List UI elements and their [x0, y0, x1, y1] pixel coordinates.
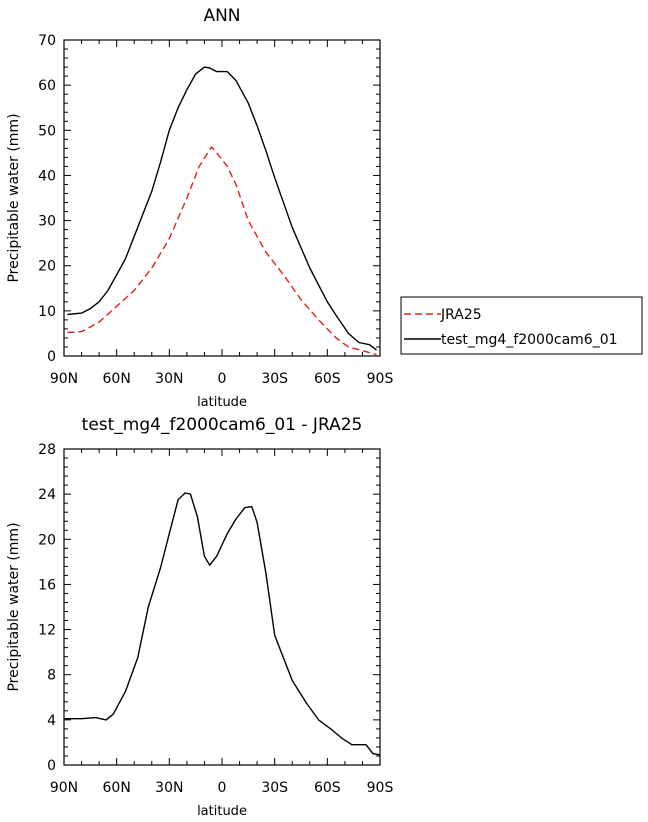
x-tick-label: 60S	[314, 371, 341, 387]
legend-label: test_mg4_f2000cam6_01	[441, 332, 618, 348]
legend-label: JRA25	[440, 307, 482, 323]
x-tick-label: 60S	[314, 780, 341, 796]
x-tick-label: 90N	[50, 780, 78, 796]
x-tick-label: 90S	[367, 780, 394, 796]
x-tick-label: 30S	[261, 780, 288, 796]
y-tick-label: 4	[47, 713, 56, 729]
y-tick-label: 30	[38, 214, 56, 230]
y-tick-label: 20	[38, 259, 56, 275]
series-line-test-mg4-f2000cam6-01	[67, 66, 377, 351]
y-tick-label: 0	[47, 758, 56, 774]
x-tick-label: 90S	[367, 371, 394, 387]
y-tick-label: 10	[38, 304, 56, 320]
y-tick-label: 28	[38, 442, 56, 458]
plot-frame	[63, 448, 381, 766]
y-tick-label: 50	[38, 123, 56, 139]
y-tick-label: 12	[38, 623, 56, 639]
series-line-jra25	[67, 146, 377, 356]
x-axis-label: latitude	[197, 804, 247, 819]
x-tick-label: 60N	[103, 780, 131, 796]
x-tick-label: 30N	[155, 371, 183, 387]
chart-bottom: 0 4 8 12 16 20 24 28 90N 60N 30N 0 30S 60S 90S test_mg4…	[6, 415, 393, 819]
y-tick-label: 20	[38, 532, 56, 548]
y-axis-label: Precipitable water (mm)	[6, 522, 22, 691]
legend-box	[400, 296, 643, 355]
x-tick-label: 60N	[103, 371, 131, 387]
y-tick-label: 16	[38, 577, 56, 593]
x-tick-label: 90N	[50, 371, 78, 387]
legend: JRA25 test_mg4_f2000cam6_01	[400, 296, 643, 355]
y-tick-label: 60	[38, 78, 56, 94]
series-line-0	[64, 492, 381, 756]
y-tick-label: 40	[38, 168, 56, 184]
x-axis-label: latitude	[197, 395, 247, 410]
x-tick-label: 0	[218, 780, 227, 796]
y-axis-label: Precipitable water (mm)	[6, 113, 22, 282]
x-tick-label: 30N	[155, 780, 183, 796]
chart-title: test_mg4_f2000cam6_01 - JRA25	[82, 415, 363, 435]
chart-top: 0 10 20 30 40 50 60 70 90N 60N 30N 0 30S 60S 90S ANN lat…	[6, 6, 393, 410]
x-tick-label: 30S	[261, 371, 288, 387]
x-tick-label: 0	[218, 371, 227, 387]
y-tick-label: 70	[38, 33, 56, 49]
plot-frame	[63, 39, 381, 357]
y-tick-label: 8	[47, 668, 56, 684]
chart-title: ANN	[203, 6, 240, 26]
y-tick-label: 24	[38, 487, 56, 503]
y-tick-label: 0	[47, 349, 56, 365]
